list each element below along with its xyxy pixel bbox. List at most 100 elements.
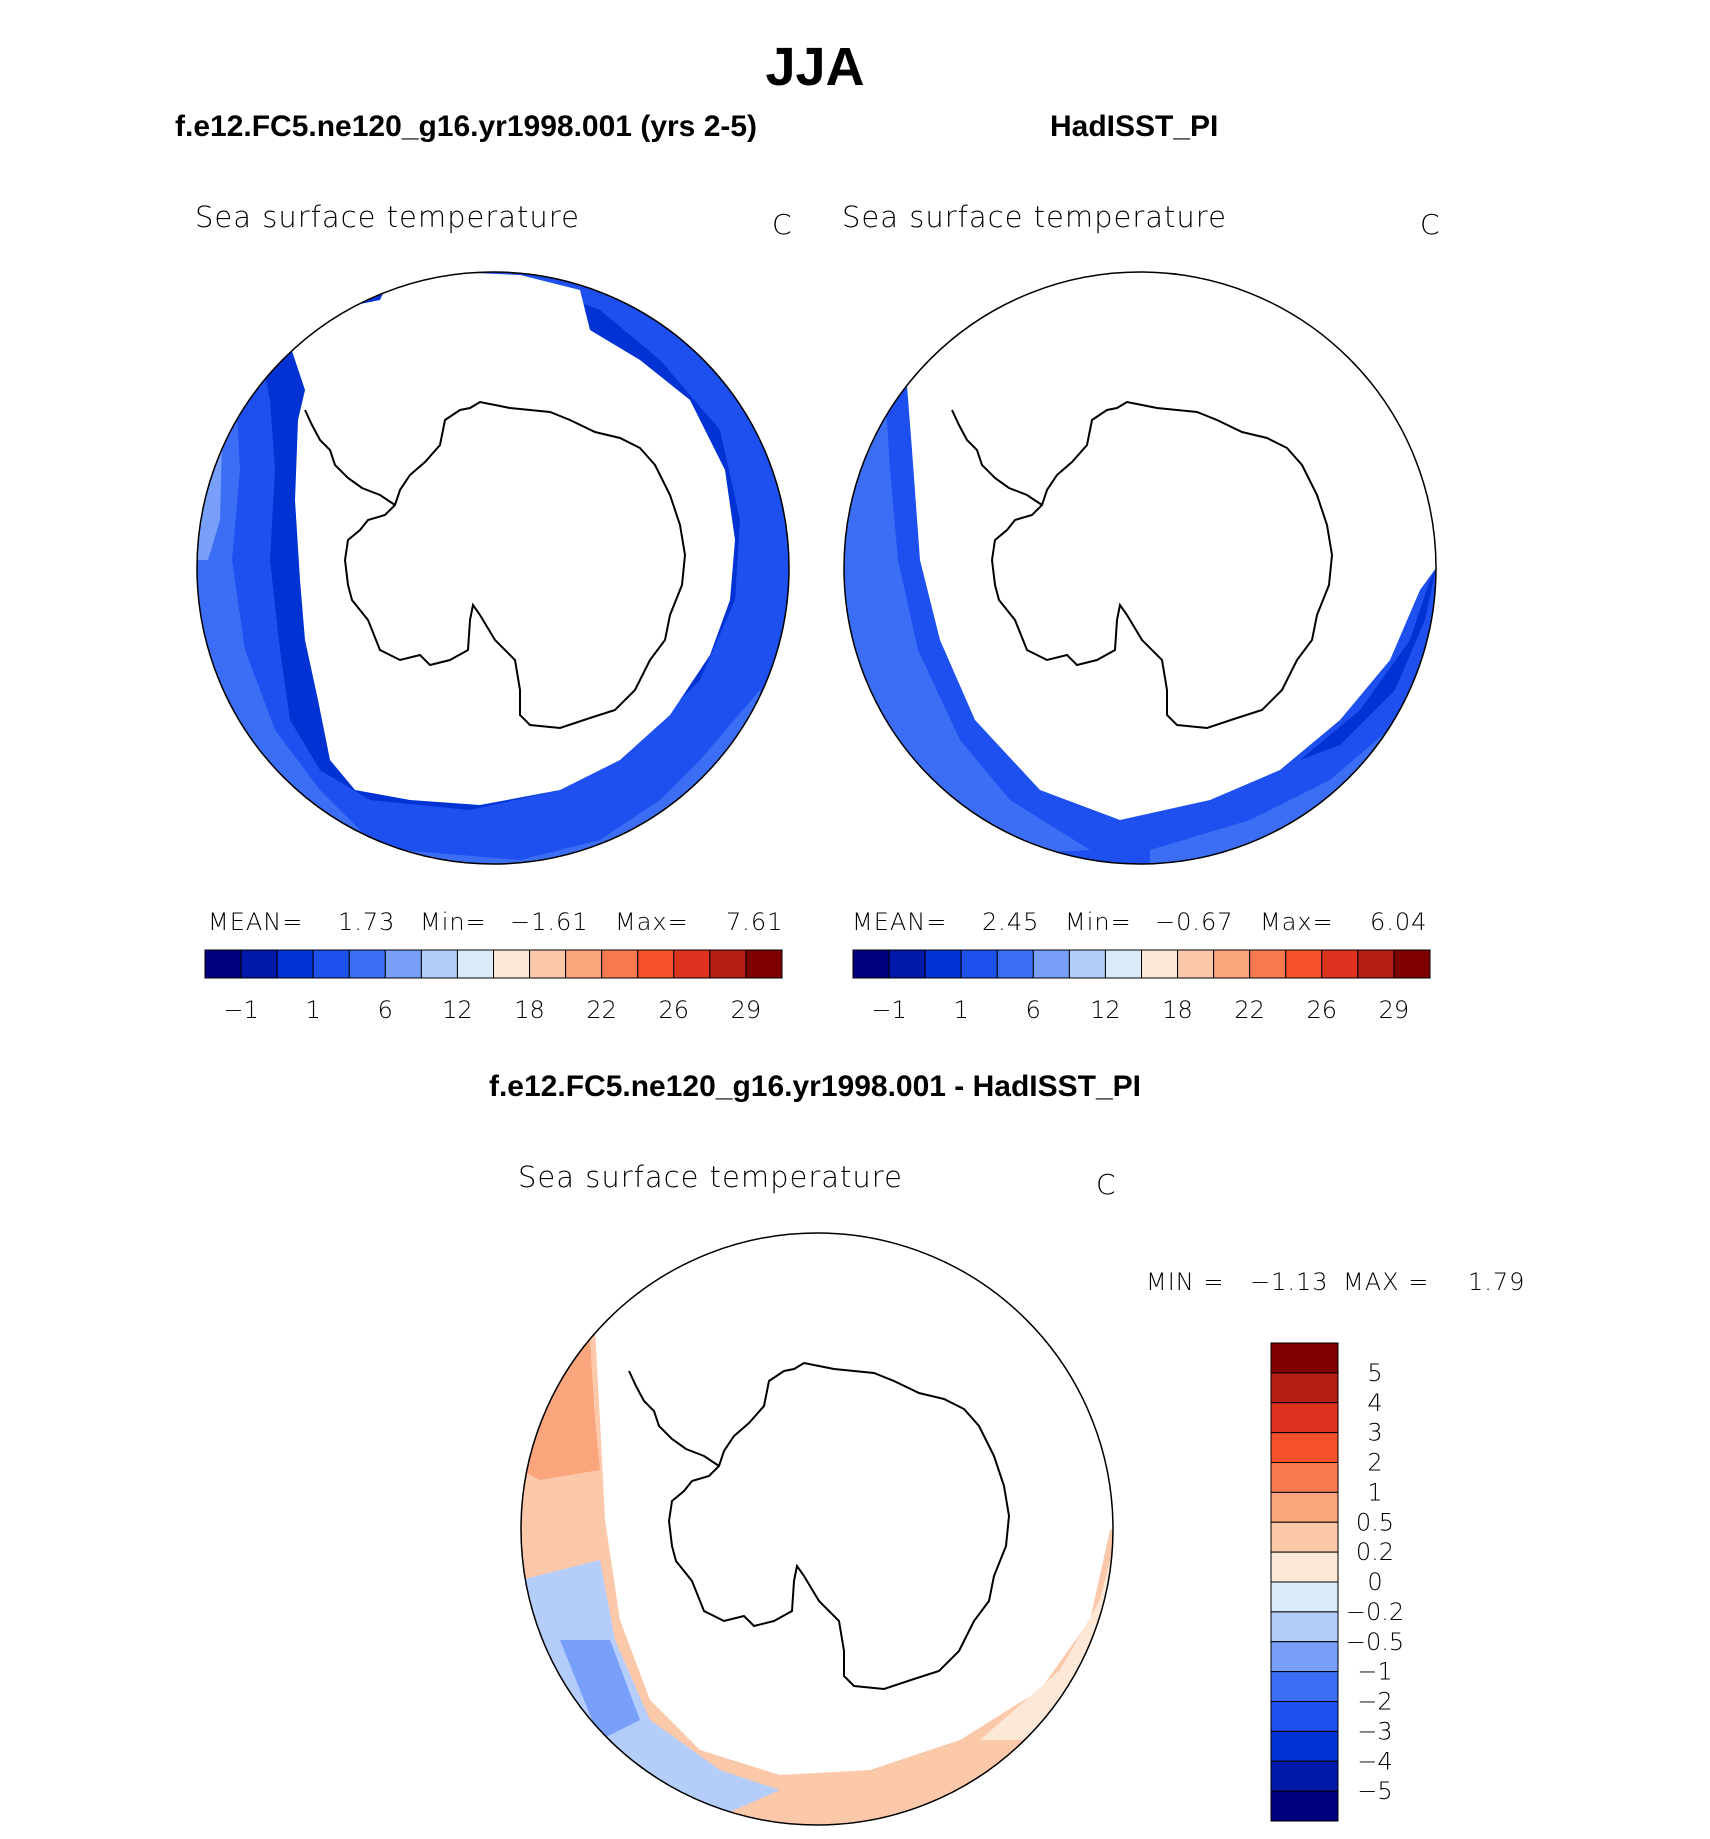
panel2-colorbar-swatch (1285, 949, 1323, 979)
panel2-colorbar-swatch (924, 949, 962, 979)
diff-peninsula-outline (628, 1370, 720, 1467)
figure-title: JJA (765, 37, 865, 97)
panel1-sea-ice (290, 272, 735, 805)
panel1-colorbar-tick-label: 18 (514, 996, 545, 1024)
panel2-peninsula-outline (951, 409, 1043, 506)
panel2-colorbar-swatch (1068, 949, 1106, 979)
panel1-colorbar-tick-label: 6 (378, 996, 393, 1024)
panel1-colorbar-swatch (565, 949, 603, 979)
difference-title: f.e12.FC5.ne120_g16.yr1998.001 - HadISST… (488, 1070, 1142, 1103)
panel1-antarctica-outline (343, 400, 687, 730)
panel1-colorbar-swatch (384, 949, 422, 979)
panel2-max-value: 6.04 (1370, 908, 1428, 936)
panel2-colorbar-tick-label: 6 (1026, 996, 1041, 1024)
diff-colorbar-swatch (1270, 1641, 1339, 1673)
panel1-colorbar-swatch (312, 949, 350, 979)
diff-colorbar-swatch (1270, 1342, 1339, 1374)
diff-colorbar-swatch (1270, 1462, 1339, 1493)
panel1-peninsula-outline (304, 409, 396, 506)
panel2-colorbar-swatch (996, 949, 1034, 979)
panel1-colorbar-swatch (529, 949, 567, 979)
panel1-mean-value: 1.73 (338, 908, 396, 936)
panel1-colorbar-tick-label: 26 (659, 996, 690, 1024)
panel1-units: C (772, 208, 793, 241)
panel1-colorbar-swatch (601, 949, 639, 979)
panel1-colorbar-swatch (637, 949, 675, 979)
panel2-colorbar-swatch (960, 949, 998, 979)
panel1-colorbar-tick-label: 12 (442, 996, 473, 1024)
panel1-colorbar-swatch (745, 949, 783, 979)
diff-colorbar-tick-label: −2 (1357, 1688, 1392, 1716)
panel2-colorbar-swatch (852, 949, 890, 979)
panel2-colorbar-tick-label: −1 (871, 996, 906, 1024)
diff-colorbar-swatch (1270, 1701, 1339, 1732)
diff-colorbar-swatch (1270, 1760, 1339, 1792)
diff-map (521, 1233, 1113, 1825)
panel2-max-label: Max= (1260, 908, 1334, 936)
panel2-warm-band (844, 390, 1090, 864)
panel1-colorbar-swatch (456, 949, 494, 979)
panel1-max-value: 7.61 (726, 908, 784, 936)
diff-colorbar-swatch (1270, 1372, 1339, 1404)
panel1-colorbar-swatch (709, 949, 747, 979)
diff-colorbar-swatch (1270, 1551, 1339, 1583)
diff-colorbar-tick-label: −3 (1357, 1717, 1392, 1745)
diff-units: C (1096, 1168, 1117, 1201)
diff-variable-label: Sea surface temperature (518, 1160, 903, 1194)
panel1-colorbar-tick-label: 22 (586, 996, 617, 1024)
diff-colorbar-tick-label: 2 (1367, 1449, 1382, 1477)
panel1-south-band (230, 690, 780, 864)
panel1-colorbar-tick-label: 29 (731, 996, 762, 1024)
panel1-map (197, 272, 789, 864)
panel2-colorbar-swatch (1357, 949, 1395, 979)
panel2-mean-label: MEAN= (852, 908, 948, 936)
diff-colorbar-tick-label: 0.2 (1356, 1538, 1394, 1566)
panel2-colorbar-swatch (1321, 949, 1359, 979)
panel2-units: C (1420, 208, 1441, 241)
panel2-colorbar-swatch (1213, 949, 1251, 979)
diff-max-value: 1.79 (1468, 1268, 1526, 1296)
diff-colorbar-tick-label: −1 (1357, 1658, 1392, 1686)
panel2-colorbar: −1 1 6 12 18 22 26 29 (852, 949, 1431, 1024)
diff-colorbar-swatch (1270, 1730, 1339, 1762)
panel2-colorbar-tick-label: 12 (1090, 996, 1121, 1024)
panel2-map-border (843, 271, 1437, 865)
panel2-min-value: −0.67 (1155, 908, 1234, 936)
diff-min-label: MIN = (1146, 1268, 1225, 1296)
panel1-colorbar-swatch (348, 949, 386, 979)
panel1-colorbar-swatch (673, 949, 711, 979)
panel2-variable-label: Sea surface temperature (842, 200, 1227, 234)
diff-colorbar-tick-label: 0 (1367, 1568, 1382, 1596)
diff-colorbar-swatch (1270, 1581, 1339, 1613)
panel1-mean-label: MEAN= (208, 908, 304, 936)
diff-colorbar-tick-label: 0.5 (1356, 1508, 1394, 1536)
panel2-colorbar-swatch (1393, 949, 1431, 979)
diff-colorbar-swatch (1270, 1402, 1339, 1434)
diff-colorbar-tick-label: 3 (1367, 1419, 1382, 1447)
panel2-colorbar-swatch (1104, 949, 1142, 979)
panel1-min-value: −1.61 (510, 908, 589, 936)
diff-colorbar-swatch (1270, 1432, 1339, 1463)
panel2-mean-value: 2.45 (982, 908, 1040, 936)
diff-antarctica-outline (667, 1361, 1011, 1691)
panel2-colorbar-tick-label: 26 (1307, 996, 1338, 1024)
panel2-colorbar-tick-label: 22 (1234, 996, 1265, 1024)
diff-colorbar-tick-label: −0.5 (1346, 1628, 1404, 1656)
panel2-colorbar-tick-label: 18 (1162, 996, 1193, 1024)
panel2-colorbar-swatch (1141, 949, 1179, 979)
diff-positive-west (521, 1340, 600, 1480)
panel1-min-label: Min= (420, 908, 487, 936)
panel2-colorbar-swatch (1032, 949, 1070, 979)
panel2-colorbar-swatch (1249, 949, 1287, 979)
panel1-colorbar-swatch (204, 949, 242, 979)
diff-ice (521, 1233, 1113, 1825)
panel2-antarctica-outline (990, 400, 1334, 730)
diff-colorbar-tick-label: 5 (1367, 1359, 1382, 1387)
panel2-min-label: Min= (1065, 908, 1132, 936)
diff-max-label: MAX = (1343, 1268, 1430, 1296)
diff-map-border (520, 1232, 1114, 1826)
diff-colorbar-swatch (1270, 1521, 1339, 1553)
panel2-colorbar-swatch (1177, 949, 1215, 979)
